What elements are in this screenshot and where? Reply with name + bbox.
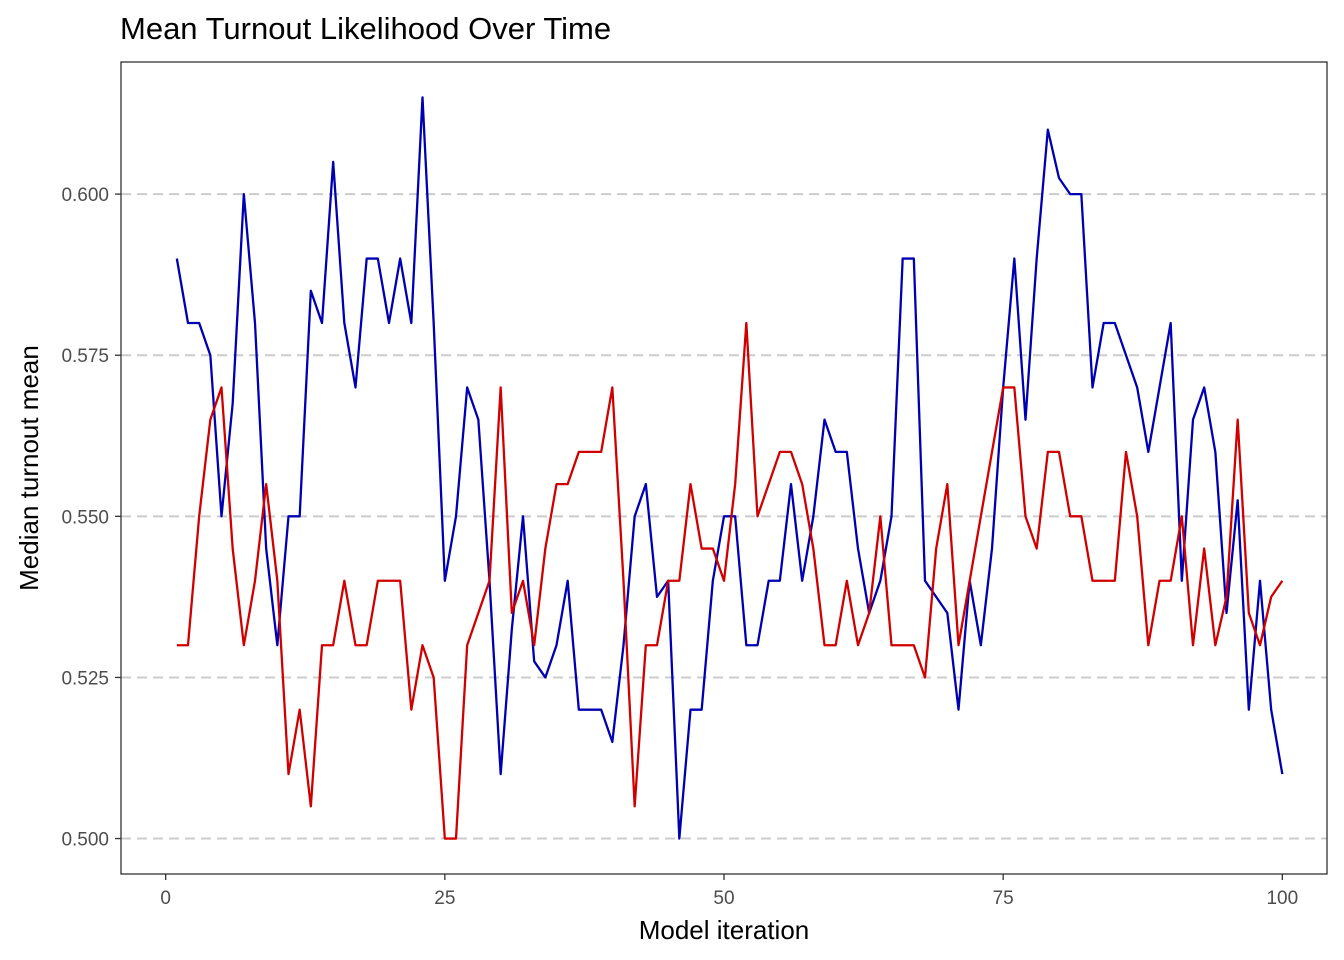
x-tick-label: 75 [993,888,1014,909]
x-tick-label: 25 [434,888,455,909]
x-tick-label: 100 [1266,888,1298,909]
y-axis-title: Median turnout mean [14,345,44,591]
y-axis: 0.500 0.525 0.550 0.575 0.600 [61,185,121,851]
series-line-1 [175,96,1284,840]
y-tick-label: 0.550 [61,507,109,528]
y-tick-label: 0.600 [61,185,109,206]
series-lines [175,96,1284,840]
chart-title: Mean Turnout Likelihood Over Time [120,11,611,46]
x-axis-title: Model iteration [639,915,810,945]
y-tick-label: 0.500 [61,830,109,851]
y-tick-label: 0.525 [61,668,109,689]
x-tick-label: 0 [160,888,171,909]
grid-lines [121,193,1327,840]
y-tick-label: 0.575 [61,346,109,367]
series-line-2 [176,321,1284,840]
x-axis: 0 25 50 75 100 [160,874,1298,909]
x-tick-label: 50 [713,888,734,909]
